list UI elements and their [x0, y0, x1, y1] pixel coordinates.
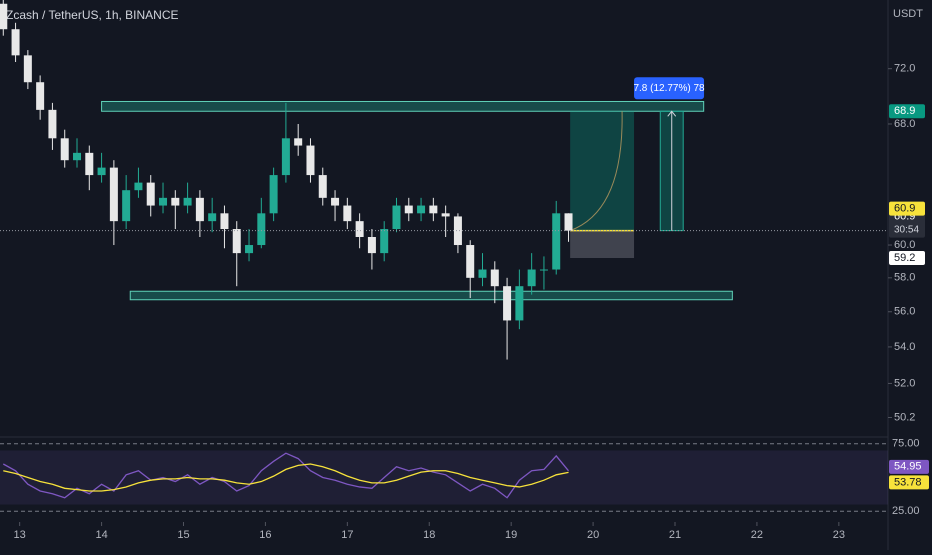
y-tick-label: 54.0 — [894, 341, 915, 353]
y-tick-label: 52.0 — [894, 377, 915, 389]
candle-body — [220, 213, 229, 230]
x-tick-label: 14 — [95, 529, 107, 541]
price-tag-bg — [889, 201, 925, 216]
candle-body — [11, 29, 20, 56]
candle-body — [343, 205, 352, 222]
candle-body — [257, 213, 266, 246]
candle-body — [392, 205, 401, 230]
candle-body — [134, 182, 143, 191]
y-tick-label: 50.2 — [894, 411, 915, 423]
position-stop — [570, 230, 635, 259]
candle-body — [109, 167, 118, 222]
price-tag: 68.9 — [894, 105, 915, 117]
candle-body — [306, 145, 315, 176]
position-label-bg — [634, 77, 705, 100]
position-curve — [569, 111, 623, 232]
price-tag-bg — [889, 104, 925, 119]
rsi-tick-label: 75.00 — [892, 438, 920, 450]
candle-body — [453, 216, 462, 246]
candle-body — [208, 213, 217, 222]
x-tick-label: 19 — [505, 529, 517, 541]
candle-body — [404, 205, 413, 214]
candle-body — [503, 286, 512, 321]
candle-body — [318, 175, 327, 198]
price-tag-bg — [889, 209, 925, 238]
candle-body — [48, 109, 57, 139]
price-tag: 60.9 — [894, 203, 915, 215]
y-tick-label: 58.0 — [894, 272, 915, 284]
position-label: 7.8 (12.77%) 78 — [633, 83, 705, 94]
rsi-line — [2, 452, 570, 499]
candle-body — [85, 152, 94, 176]
candle-body — [515, 286, 524, 321]
price-tag-bg — [889, 251, 925, 266]
candle-body — [367, 237, 376, 254]
candle-body — [527, 269, 536, 287]
x-tick-label: 16 — [259, 529, 271, 541]
candle-body — [171, 197, 180, 206]
candle-body — [60, 138, 69, 161]
candle-body — [146, 182, 155, 206]
candle-body — [564, 213, 573, 231]
candle-body — [159, 197, 168, 206]
symbol-title: Zcash / TetherUS, 1h, BINANCE — [6, 8, 179, 22]
candle-body — [97, 167, 106, 176]
candle-body — [269, 175, 278, 214]
candle-body — [294, 138, 303, 146]
x-tick-label: 20 — [587, 529, 599, 541]
candle-body — [429, 205, 438, 214]
candle-body — [539, 269, 548, 271]
x-tick-label: 18 — [423, 529, 435, 541]
x-tick-label: 17 — [341, 529, 353, 541]
candle-body — [183, 197, 192, 206]
y-tick-label: 56.0 — [894, 306, 915, 318]
x-tick-label: 21 — [669, 529, 681, 541]
candle-body — [380, 229, 389, 254]
rsi-ma-tag-bg — [889, 475, 929, 490]
candle-body — [36, 82, 45, 110]
candle-body — [490, 269, 499, 287]
currency-label: USDT — [893, 8, 923, 20]
rsi-tick-label: 25.00 — [892, 505, 920, 517]
x-tick-label: 15 — [177, 529, 189, 541]
rsi-tag-bg — [889, 459, 929, 474]
zone — [129, 290, 733, 301]
candle-body — [281, 138, 290, 176]
y-tick-label: 60.0 — [894, 239, 915, 251]
candle-body — [441, 213, 450, 217]
y-tick-label: 72.0 — [894, 63, 915, 75]
x-tick-label: 13 — [14, 529, 26, 541]
candle-body — [552, 213, 561, 270]
candle-body — [122, 190, 131, 222]
x-tick-label: 22 — [751, 529, 763, 541]
range-arrow-head — [667, 110, 677, 117]
candle-body — [355, 221, 364, 238]
candle-body — [478, 269, 487, 278]
candle-body — [232, 229, 241, 254]
candle-body — [195, 197, 204, 222]
candle-body — [0, 3, 8, 30]
x-tick-label: 23 — [833, 529, 845, 541]
candle-body — [417, 205, 426, 214]
price-tag: 59.2 — [894, 252, 915, 264]
y-tick-label: 68.0 — [894, 118, 915, 130]
rsi-band — [0, 450, 888, 505]
zone — [101, 100, 705, 112]
candle-body — [23, 55, 32, 83]
candle-body — [73, 152, 82, 161]
rsi-ma-tag: 53.78 — [894, 476, 922, 488]
rsi-ma-line — [3, 463, 569, 492]
candle-body — [466, 245, 475, 278]
price-countdown: 30:54 — [894, 224, 919, 235]
position-target — [570, 111, 635, 231]
candle-body — [331, 197, 340, 206]
candle-body — [245, 245, 254, 254]
rsi-tag: 54.95 — [894, 461, 922, 473]
